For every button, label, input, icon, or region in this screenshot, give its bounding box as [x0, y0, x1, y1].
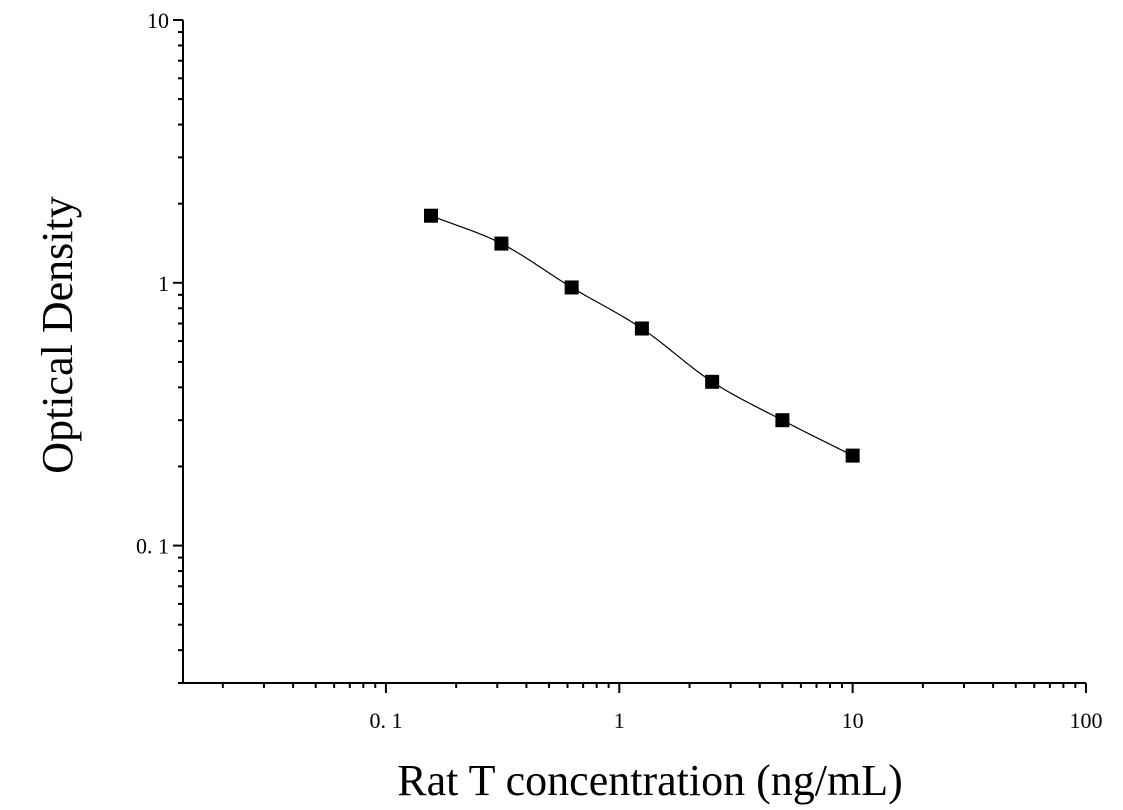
data-point-marker	[494, 236, 509, 251]
x-tick-label: 100	[1070, 708, 1103, 733]
y-axis-tick-labels: 0. 1 1 10	[136, 8, 169, 559]
x-axis: 0. 1 1 10 100	[183, 682, 1103, 733]
y-tick-label: 1	[158, 271, 169, 296]
y-axis-ticks	[173, 19, 183, 684]
data-markers	[424, 208, 860, 463]
data-point-marker	[634, 321, 649, 336]
y-axis-title: Optical Density	[33, 196, 82, 473]
x-tick-label: 10	[842, 708, 864, 733]
fit-curve	[430, 215, 853, 457]
x-tick-label: 1	[614, 708, 625, 733]
data-point-marker	[705, 374, 720, 389]
x-tick-label: 0. 1	[369, 708, 402, 733]
y-tick-label: 0. 1	[136, 534, 169, 559]
data-point-marker	[775, 413, 790, 428]
data-point-marker	[424, 208, 439, 223]
y-axis: 0. 1 1 10	[136, 8, 184, 684]
x-axis-ticks	[221, 683, 1087, 693]
x-axis-tick-labels: 0. 1 1 10 100	[369, 708, 1102, 733]
data-point-marker	[564, 280, 579, 295]
x-axis-title: Rat T concentration (ng/mL)	[397, 756, 902, 805]
y-tick-label: 10	[147, 8, 169, 33]
data-point-marker	[845, 448, 860, 463]
